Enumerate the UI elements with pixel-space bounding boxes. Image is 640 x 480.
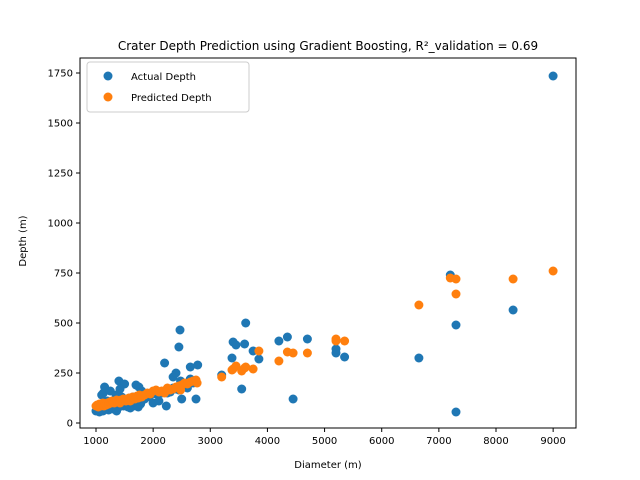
data-point: [227, 353, 237, 363]
chart-title: Crater Depth Prediction using Gradient B…: [118, 39, 538, 53]
legend-box: [86, 61, 250, 113]
data-point: [302, 334, 312, 344]
legend-marker-actual: [103, 71, 113, 81]
plot-frame: [79, 57, 577, 429]
legend-marker-predicted: [103, 92, 113, 102]
y-axis-label: Depth (m): [18, 215, 29, 266]
data-point: [274, 356, 284, 366]
data-point: [191, 394, 201, 404]
data-point: [451, 289, 461, 299]
data-point: [508, 274, 518, 284]
x-tick-label: 8000: [483, 436, 508, 447]
x-tick-label: 5000: [312, 436, 337, 447]
data-point: [414, 300, 424, 310]
y-axis: 0 250 500 750 1000 1250 1500 1750: [48, 69, 80, 430]
data-point: [174, 342, 184, 352]
x-tick-label: 1000: [83, 436, 108, 447]
data-point: [175, 325, 185, 335]
data-point: [231, 340, 241, 350]
legend: Actual Depth Predicted Depth: [86, 61, 250, 113]
y-tick-label: 250: [54, 369, 73, 380]
x-axis-label: Diameter (m): [294, 460, 362, 471]
data-point: [192, 378, 202, 388]
data-point: [161, 401, 171, 411]
data-point: [451, 274, 461, 284]
y-tick-label: 1750: [48, 69, 73, 80]
data-point: [171, 368, 181, 378]
x-tick-label: 6000: [369, 436, 394, 447]
data-point: [451, 407, 461, 417]
data-point: [508, 305, 518, 315]
data-point: [185, 362, 195, 372]
y-tick-label: 500: [54, 319, 73, 330]
data-point: [340, 352, 350, 362]
y-tick-label: 1000: [48, 219, 73, 230]
data-point: [254, 354, 264, 364]
data-point: [254, 346, 264, 356]
data-point: [217, 372, 227, 382]
y-tick-label: 1250: [48, 169, 73, 180]
data-point: [193, 360, 203, 370]
x-axis: 1000 2000 3000 4000 5000 6000 7000 8000 9000: [83, 428, 566, 447]
data-point: [302, 348, 312, 358]
y-tick-label: 0: [67, 419, 73, 430]
x-tick-label: 9000: [540, 436, 565, 447]
data-point: [241, 362, 251, 372]
data-point: [237, 384, 247, 394]
data-point: [288, 394, 298, 404]
series-predicted: [91, 266, 558, 412]
data-point: [451, 320, 461, 330]
data-point: [548, 266, 558, 276]
legend-label-predicted: Predicted Depth: [131, 93, 212, 104]
data-point: [154, 396, 164, 406]
y-tick-label: 750: [54, 269, 73, 280]
data-point: [282, 332, 292, 342]
data-point: [331, 344, 341, 354]
data-point: [240, 339, 250, 349]
x-tick-label: 7000: [426, 436, 451, 447]
data-point: [331, 336, 341, 346]
x-tick-label: 4000: [255, 436, 280, 447]
data-point: [176, 385, 186, 395]
data-point: [274, 336, 284, 346]
y-tick-label: 1500: [48, 119, 73, 130]
x-tick-label: 3000: [198, 436, 223, 447]
data-point: [160, 358, 170, 368]
plot-area: [79, 57, 577, 429]
data-point: [288, 348, 298, 358]
series-actual: [91, 71, 558, 417]
data-point: [414, 353, 424, 363]
data-point: [177, 394, 187, 404]
data-point: [548, 71, 558, 81]
data-point: [340, 336, 350, 346]
data-point: [248, 364, 258, 374]
legend-label-actual: Actual Depth: [131, 72, 196, 83]
data-point: [97, 390, 107, 400]
x-tick-label: 2000: [140, 436, 165, 447]
data-point: [241, 318, 251, 328]
data-point: [115, 384, 125, 394]
